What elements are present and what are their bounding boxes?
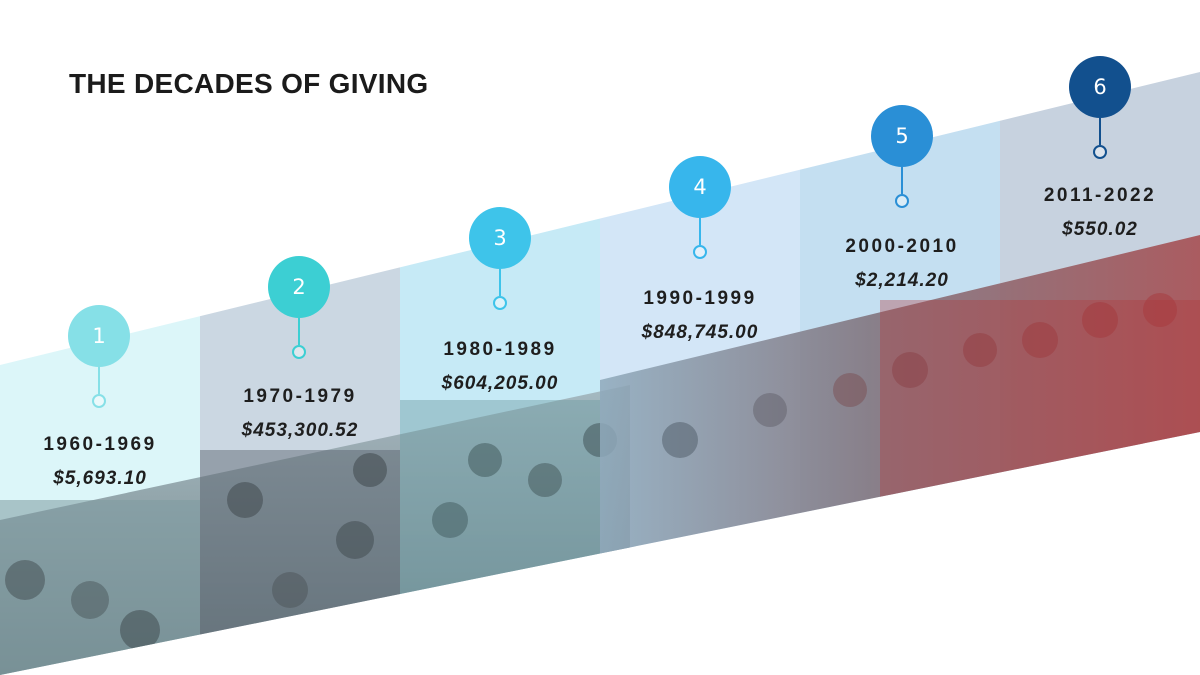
- decade-1-number: 1: [68, 305, 130, 367]
- decade-3-amount: $604,205.00: [441, 373, 559, 394]
- decade-6-years: 2011-2022: [1043, 185, 1157, 206]
- decade-3-dot: [493, 296, 507, 310]
- decade-6-amount: $550.02: [1062, 219, 1138, 240]
- decade-4-dot: [693, 245, 707, 259]
- decade-1-label: 1960-1969 $5,693.10: [0, 434, 200, 490]
- decade-5-amount: $2,214.20: [855, 270, 949, 291]
- decade-6-marker: 6: [1069, 56, 1131, 159]
- decade-2-label: 1970-1979 $453,300.52: [200, 386, 400, 442]
- decade-1-amount: $5,693.10: [53, 468, 147, 489]
- decade-5-label: 2000-2010 $2,214.20: [802, 236, 1002, 292]
- decade-4-label: 1990-1999 $848,745.00: [600, 288, 800, 344]
- decade-4-number: 4: [669, 156, 731, 218]
- decade-3-marker: 3: [469, 207, 531, 310]
- decade-5-marker: 5: [871, 105, 933, 208]
- decade-6-label: 2011-2022 $550.02: [1000, 185, 1200, 241]
- decade-4-amount: $848,745.00: [641, 322, 759, 343]
- decade-3-years: 1980-1989: [443, 339, 557, 360]
- decade-1-years: 1960-1969: [43, 434, 157, 455]
- decade-6-dot: [1093, 145, 1107, 159]
- decade-1-dot: [92, 394, 106, 408]
- decade-3-label: 1980-1989 $604,205.00: [400, 339, 600, 395]
- decade-5-dot: [895, 194, 909, 208]
- decade-4-years: 1990-1999: [643, 288, 757, 309]
- decade-2-number: 2: [268, 256, 330, 318]
- decade-2-dot: [292, 345, 306, 359]
- decade-4-marker: 4: [669, 156, 731, 259]
- decade-6-number: 6: [1069, 56, 1131, 118]
- decade-2-amount: $453,300.52: [241, 420, 359, 441]
- decade-5-number: 5: [871, 105, 933, 167]
- decade-1-marker: 1: [68, 305, 130, 408]
- page-title: THE DECADES OF GIVING: [69, 68, 429, 99]
- decade-2-years: 1970-1979: [243, 386, 357, 407]
- decade-2-marker: 2: [268, 256, 330, 359]
- decade-3-number: 3: [469, 207, 531, 269]
- decade-5-years: 2000-2010: [845, 236, 959, 257]
